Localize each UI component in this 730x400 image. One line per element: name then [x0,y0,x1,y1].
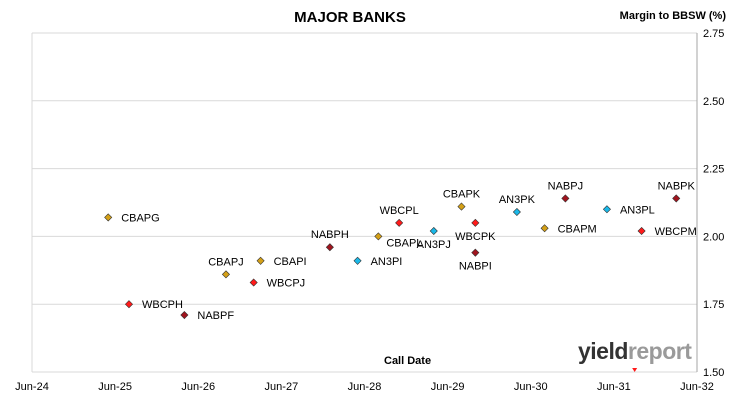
y-tick-label: 1.75 [703,299,724,311]
data-label: CBAPM [558,223,597,235]
data-point [471,248,480,257]
data-label: AN3PK [499,194,536,206]
y-tick-label: 1.50 [703,367,724,379]
data-label: NABPF [197,310,234,322]
data-label: WBCPM [655,226,697,238]
y-tick-label: 2.25 [703,164,724,176]
data-label: NABPJ [548,180,583,192]
data-point [395,218,404,227]
x-tick-label: Jun-24 [15,381,49,393]
data-label: CBAPG [121,212,160,224]
data-label: NABPH [311,229,349,241]
data-point [325,243,334,252]
data-point [512,207,521,217]
data-label: WBCPL [380,205,419,217]
data-label: AN3PJ [417,239,451,251]
x-tick-label: Jun-32 [680,381,714,393]
data-label: AN3PL [620,204,655,216]
x-tick-label: Jun-27 [265,381,299,393]
data-point [471,218,480,227]
data-point [561,194,570,203]
logo-part-report: report [627,338,692,364]
data-point [256,256,265,265]
data-label: WBCPH [142,299,183,311]
data-label: WBCPJ [267,278,306,290]
data-point [457,202,466,211]
logo-part-yield: yield [578,338,628,364]
data-label: NABPK [658,180,696,192]
axis-marker [632,368,638,372]
x-tick-label: Jun-28 [348,381,382,393]
data-point [429,226,438,236]
data-point [353,256,362,265]
data-point [672,194,681,203]
data-point [637,226,646,236]
data-label: CBAPJ [208,256,243,268]
data-label: CBAPI [274,256,307,268]
data-point [104,213,113,222]
data-point [249,278,258,287]
x-tick-label: Jun-26 [181,381,215,393]
x-tick-label: Jun-31 [597,381,631,393]
data-point [602,205,611,214]
chart-title: MAJOR BANKS [294,9,406,26]
yieldreport-logo: yieldreport [578,338,692,365]
data-point [540,224,549,233]
x-tick-label: Jun-29 [431,381,465,393]
data-point [124,300,134,309]
data-label: WBCPK [455,231,496,243]
x-axis-label: Call Date [384,355,432,367]
x-tick-label: Jun-30 [514,381,548,393]
data-point [180,311,189,320]
y-tick-label: 2.00 [703,231,724,243]
data-point [221,270,230,279]
x-tick-label: Jun-25 [98,381,132,393]
data-label: NABPI [459,261,492,273]
data-label: AN3PI [371,256,403,268]
data-point [374,232,383,241]
y-tick-label: 2.50 [703,96,724,108]
y-tick-label: 2.75 [703,28,724,40]
y-axis-label: Margin to BBSW (%) [619,10,726,22]
data-label: CBAPL [386,237,422,249]
data-label: CBAPK [443,189,481,201]
